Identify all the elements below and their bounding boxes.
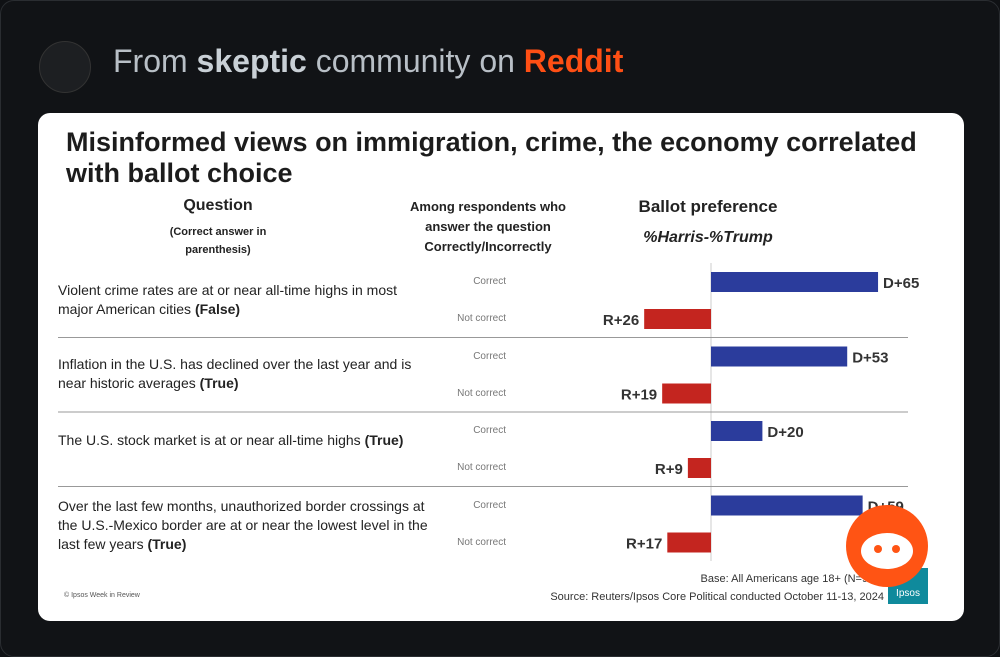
answer-group-label: Not correct <box>457 536 506 548</box>
answer-group-label: Not correct <box>457 387 506 399</box>
base-note: Base: All Americans age 18+ (N=938) <box>700 573 884 585</box>
bar <box>687 458 711 478</box>
avatar[interactable] <box>39 41 91 93</box>
column-note: (Correct answer in parenthesis) <box>169 226 267 256</box>
bar <box>644 309 711 329</box>
question: Over the last few months, unauthorized b… <box>58 497 433 554</box>
question-answer: (False) <box>194 301 241 317</box>
column-header: Among respondents who answer the questio… <box>410 199 566 254</box>
community[interactable]: skeptic <box>196 43 307 79</box>
bar <box>711 495 863 516</box>
reddit-icon[interactable] <box>846 505 928 587</box>
bar <box>711 421 763 441</box>
value-label: D+65 <box>883 275 919 292</box>
bar <box>667 532 711 553</box>
chart: D+65R+26D+53R+19D+20R+9D+59R+17 <box>58 263 919 561</box>
question-answer: (True) <box>147 536 187 552</box>
answer-group-label: Correct <box>473 499 506 511</box>
answer-group-label: Correct <box>473 425 506 436</box>
copyright: © Ipsos Week in Review <box>64 592 140 599</box>
column-header: Question <box>183 197 253 214</box>
post-header: From skeptic community on Reddit <box>113 43 623 80</box>
chart-title: Misinformed views on immigration, crime,… <box>66 127 917 188</box>
answer-group-label: Not correct <box>457 462 506 473</box>
value-label: R+9 <box>655 461 683 478</box>
value-label: R+17 <box>626 536 662 553</box>
question: Inflation in the U.S. has declined over … <box>58 355 433 393</box>
answer-group-label: Not correct <box>457 313 506 324</box>
bar <box>711 272 879 292</box>
question-answer: (True) <box>364 432 404 448</box>
question-text: The U.S. stock market is at or near all-… <box>58 432 361 448</box>
bar <box>711 346 848 367</box>
column-header: Ballot preference <box>638 197 778 216</box>
answer-group-label: Correct <box>473 276 506 287</box>
chart-card: D+65R+26D+53R+19D+20R+9D+59R+17 Misinfor… <box>38 113 964 621</box>
question: The U.S. stock market is at or near all-… <box>58 431 433 450</box>
bar <box>662 383 711 404</box>
question: Violent crime rates are at or near all-t… <box>58 281 433 319</box>
answer-group-label: Correct <box>473 350 506 362</box>
prefix: From <box>113 43 188 79</box>
value-label: D+53 <box>852 350 888 367</box>
value-label: R+19 <box>621 387 657 404</box>
middle: community on <box>315 43 515 79</box>
platform[interactable]: Reddit <box>523 43 624 79</box>
value-label: R+26 <box>603 312 639 329</box>
column-note: %Harris-%Trump <box>643 229 773 246</box>
question-answer: (True) <box>199 375 239 391</box>
question-text: Violent crime rates are at or near all-t… <box>58 282 397 317</box>
question-text: Inflation in the U.S. has declined over … <box>58 356 412 391</box>
value-label: D+20 <box>767 424 803 441</box>
source: Source: Reuters/Ipsos Core Political con… <box>550 591 884 603</box>
question-text: Over the last few months, unauthorized b… <box>58 498 428 552</box>
